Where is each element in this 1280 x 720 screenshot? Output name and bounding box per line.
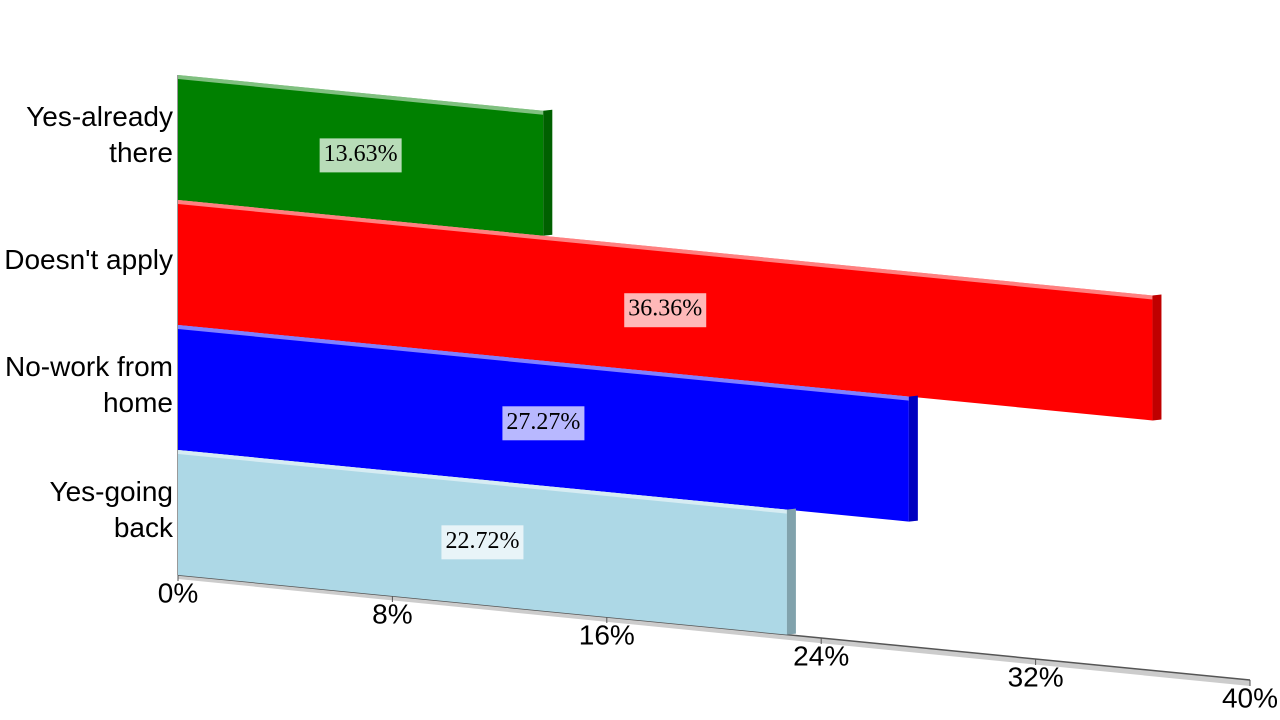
- value-label: 36.36%: [628, 296, 702, 322]
- category-label: No-work from home: [4, 350, 173, 418]
- category-label: Yes-already there: [26, 100, 173, 168]
- x-tick-label: 16%: [579, 619, 635, 650]
- bar-side: [786, 508, 796, 635]
- axis-floor: [178, 575, 1250, 686]
- bar-side-shade: [543, 109, 553, 236]
- value-label-bg: [319, 138, 402, 173]
- bar-side-shade: [908, 395, 918, 522]
- bar-top: [178, 75, 544, 115]
- value-label: 13.63%: [324, 141, 398, 167]
- category-label: Yes-going back: [49, 475, 173, 543]
- category-label: Doesn't apply: [4, 243, 173, 275]
- value-label-bg: [624, 293, 707, 328]
- x-tick-label: 40%: [1222, 682, 1278, 713]
- value-label: 22.72%: [445, 528, 519, 554]
- bar-top: [178, 200, 1153, 300]
- x-tick-label: 8%: [372, 598, 412, 629]
- bar-side: [1152, 294, 1162, 421]
- x-tick-label: 24%: [793, 640, 849, 671]
- value-label-bg: [441, 525, 524, 560]
- bar-top: [178, 450, 787, 514]
- bar-side: [543, 109, 553, 236]
- bar-side-shade: [1152, 294, 1162, 421]
- value-label-bg: [502, 406, 585, 441]
- bar-side-shade: [786, 508, 796, 635]
- x-tick-label: 32%: [1008, 661, 1064, 692]
- bar-top: [178, 325, 909, 401]
- x-tick-label: 0%: [158, 577, 198, 608]
- bar-side: [908, 395, 918, 522]
- value-label: 27.27%: [506, 409, 580, 435]
